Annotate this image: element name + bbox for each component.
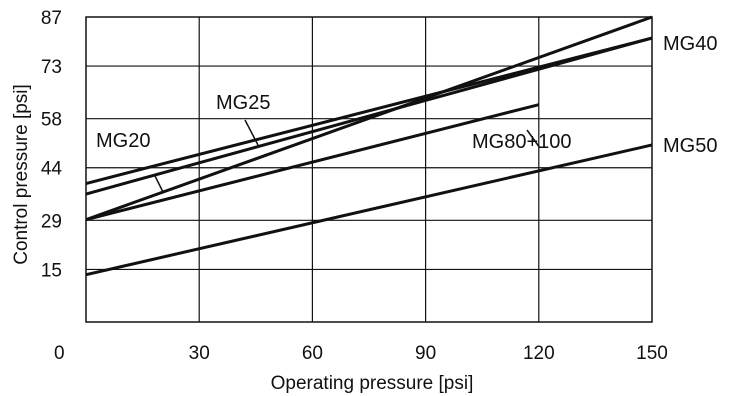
x-axis-title: Operating pressure [psi] bbox=[271, 373, 474, 394]
y-tick-label: 73 bbox=[41, 57, 62, 78]
label-leaders bbox=[154, 119, 541, 193]
series-line bbox=[85, 36, 653, 196]
x-tick-label: 60 bbox=[302, 343, 323, 364]
y-axis-title: Control pressure [psi] bbox=[11, 84, 32, 265]
series-label-mg40: MG40 bbox=[663, 33, 717, 55]
plot-frame bbox=[85, 16, 653, 323]
x-tick-label: 30 bbox=[189, 343, 210, 364]
x-tick-label: 120 bbox=[523, 343, 555, 364]
leader-line bbox=[244, 119, 259, 146]
series-label-mg50: MG50 bbox=[663, 135, 717, 157]
leader-line bbox=[526, 129, 541, 149]
series-line bbox=[85, 143, 653, 277]
x-tick-labels: 0 30 60 90 120 150 bbox=[54, 343, 668, 364]
x-tick-label: 150 bbox=[636, 343, 668, 364]
y-tick-label: 87 bbox=[41, 8, 62, 29]
series-lines bbox=[85, 15, 653, 277]
y-tick-label: 15 bbox=[41, 260, 62, 281]
series-label-mg20: MG20 bbox=[96, 130, 150, 152]
y-tick-label: 44 bbox=[41, 159, 63, 180]
series-label-mg25: MG25 bbox=[216, 92, 270, 114]
x-tick-label: 0 bbox=[54, 343, 65, 364]
leader-line bbox=[154, 175, 164, 193]
series-label-mg80-100: MG80+100 bbox=[472, 131, 572, 153]
y-tick-label: 58 bbox=[41, 110, 62, 131]
x-tick-label: 90 bbox=[415, 343, 436, 364]
y-tick-label: 29 bbox=[41, 211, 62, 232]
series-line bbox=[85, 103, 540, 222]
y-tick-labels: 15 29 44 58 73 87 bbox=[41, 8, 63, 281]
series-line bbox=[85, 15, 653, 222]
series-line bbox=[85, 36, 653, 185]
